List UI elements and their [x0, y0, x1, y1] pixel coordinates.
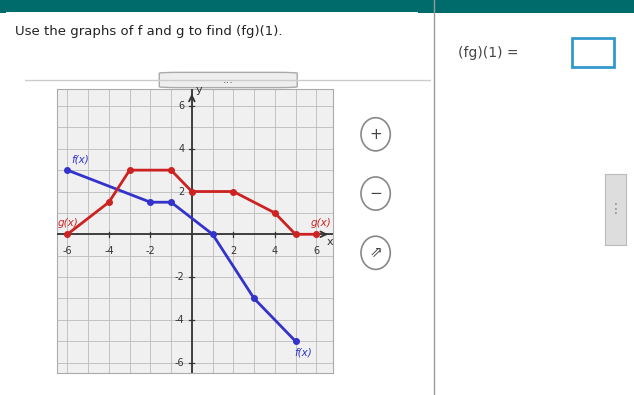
Text: ...: ...: [223, 75, 234, 85]
Text: f(x): f(x): [72, 155, 89, 165]
Text: −: −: [369, 186, 382, 201]
Text: 4: 4: [178, 144, 184, 154]
Text: -4: -4: [104, 246, 113, 256]
Text: -6: -6: [63, 246, 72, 256]
Text: 6: 6: [178, 101, 184, 111]
Text: ⇗: ⇗: [369, 245, 382, 260]
Text: y: y: [196, 85, 202, 95]
Text: 2: 2: [178, 186, 184, 197]
Text: 2: 2: [230, 246, 236, 256]
Text: +: +: [369, 127, 382, 142]
Text: Use the graphs of f and g to find (fg)(1).: Use the graphs of f and g to find (fg)(1…: [15, 25, 282, 38]
Text: x: x: [327, 237, 333, 247]
Text: f(x): f(x): [294, 348, 312, 357]
Text: -2: -2: [145, 246, 155, 256]
Text: -4: -4: [175, 315, 184, 325]
FancyBboxPatch shape: [159, 72, 297, 88]
Text: (fg)(1) =: (fg)(1) =: [458, 46, 519, 60]
Text: -2: -2: [175, 272, 184, 282]
Text: 4: 4: [272, 246, 278, 256]
Text: g(x): g(x): [311, 218, 332, 228]
FancyBboxPatch shape: [572, 38, 614, 67]
Text: g(x): g(x): [58, 218, 79, 228]
Text: ⋮: ⋮: [609, 202, 623, 216]
Text: -6: -6: [175, 357, 184, 368]
Text: 6: 6: [313, 246, 320, 256]
